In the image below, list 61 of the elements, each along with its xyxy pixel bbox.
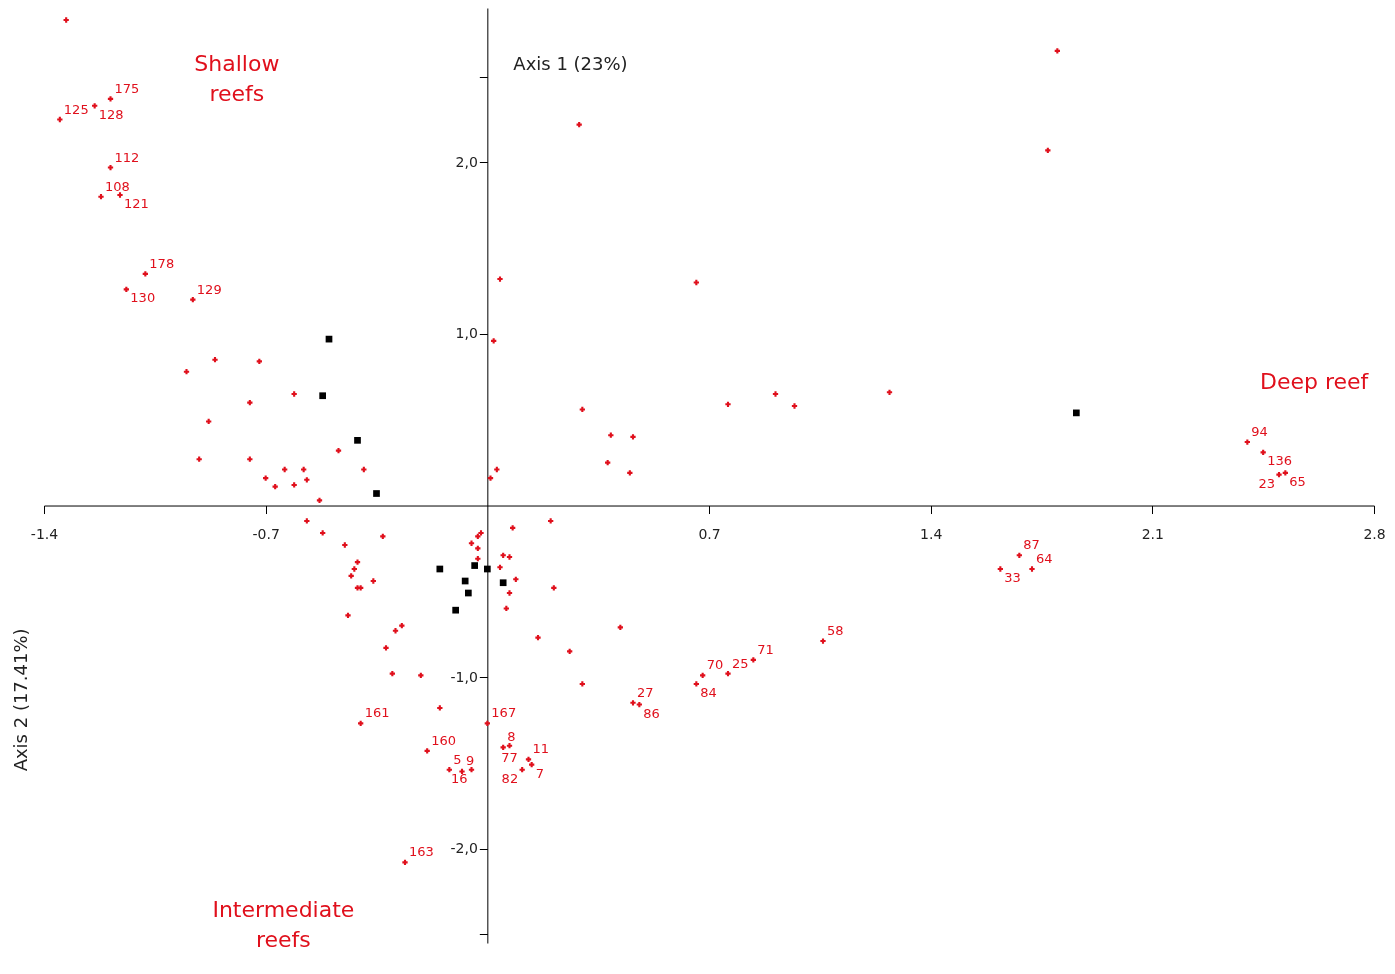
annotation: 11	[532, 741, 550, 757]
annotation: 175	[114, 80, 140, 96]
y-tick-label: 1,0	[455, 325, 478, 342]
point	[354, 436, 361, 444]
y-tick-label: -1,0	[450, 668, 478, 685]
annotation: 160	[431, 732, 456, 748]
x-tick-label: 0.7	[698, 526, 721, 543]
annotation: Intermediate reefs	[212, 897, 355, 953]
x-tick-label: 2.8	[1363, 526, 1386, 543]
annotation: 178	[149, 255, 175, 271]
annotation: 94	[1251, 424, 1268, 440]
annotation: 161	[364, 705, 390, 721]
annotation: 71	[757, 641, 774, 657]
annotation: 84	[700, 684, 717, 700]
annotation: 77	[501, 749, 518, 765]
y-tick-label: 2,0	[455, 153, 478, 170]
annotation: 70	[706, 657, 724, 673]
annotation: 7	[535, 765, 544, 781]
point	[483, 565, 491, 573]
x-tick-label: 2.1	[1141, 526, 1164, 543]
annotation: Shallow reefs	[194, 51, 280, 107]
point	[499, 579, 507, 587]
annotation: 108	[105, 178, 130, 194]
annotation: 82	[501, 770, 519, 786]
annotation: 163	[409, 844, 434, 860]
annotation: 112	[114, 149, 140, 165]
point	[1072, 409, 1080, 417]
annotation: 86	[643, 705, 660, 721]
annotation: 5	[453, 751, 462, 767]
annotation: 16	[450, 770, 468, 786]
point	[461, 577, 469, 585]
annotation: 128	[98, 106, 124, 122]
annotation: 121	[124, 196, 149, 211]
annotation: 136	[1267, 453, 1292, 469]
annotation: 64	[1036, 551, 1053, 566]
point	[452, 606, 460, 614]
point	[436, 565, 444, 573]
annotation: 33	[1004, 570, 1021, 585]
annotation: 130	[130, 290, 156, 306]
annotation: 87	[1023, 537, 1040, 553]
annotation: 129	[196, 281, 222, 297]
x-axis-title: Axis 1 (23%)	[513, 52, 628, 74]
annotation: Deep reef	[1259, 369, 1370, 394]
annotation: 25	[732, 655, 749, 671]
annotation: 65	[1289, 473, 1306, 489]
point	[471, 562, 479, 569]
annotation: 58	[827, 623, 844, 639]
x-tick-label: -0.7	[252, 526, 280, 543]
y-tick-label: -2,0	[450, 840, 478, 857]
annotation: 167	[491, 705, 517, 721]
x-tick-label: 1.4	[920, 526, 943, 543]
y-axis-title: Axis 2 (17.41%)	[10, 628, 31, 772]
point	[319, 392, 327, 400]
annotation: 23	[1258, 475, 1275, 491]
x-tick-label: -1.4	[30, 526, 59, 543]
annotation: 125	[63, 101, 89, 117]
annotation: 9	[466, 753, 475, 769]
annotation: 8	[507, 729, 516, 745]
annotation: 27	[637, 684, 654, 700]
point	[373, 490, 380, 497]
point	[464, 589, 472, 597]
